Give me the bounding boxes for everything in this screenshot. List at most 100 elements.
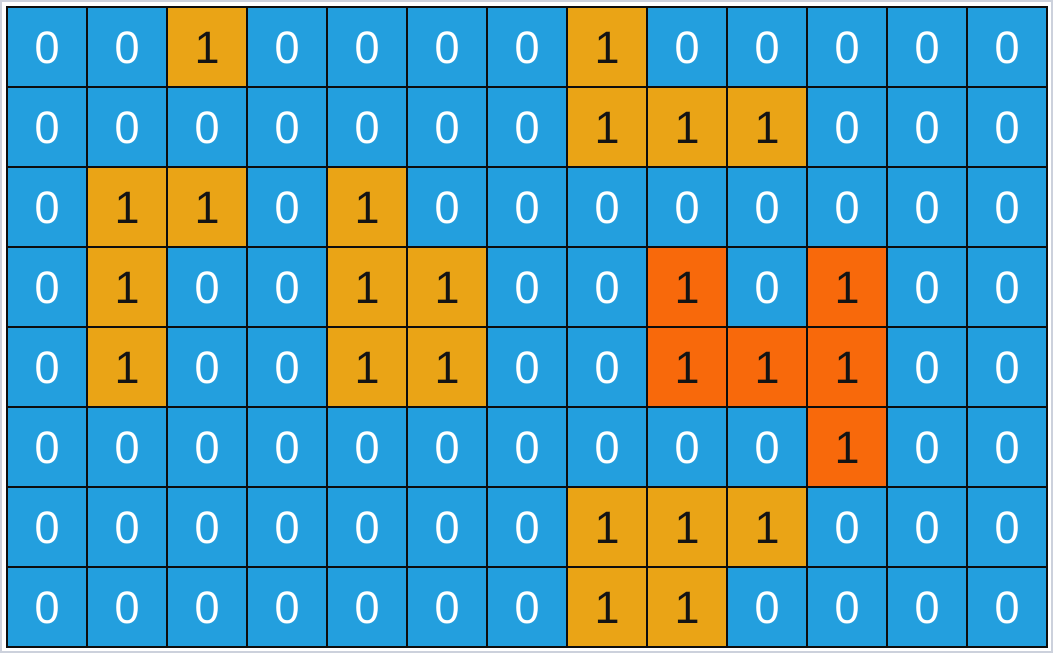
grid-cell-r7-c8: 1 — [568, 488, 646, 566]
grid-cell-r4-c9: 1 — [648, 248, 726, 326]
grid-cell-r7-c7: 0 — [488, 488, 566, 566]
grid-cell-r4-c1: 0 — [8, 248, 86, 326]
grid-cell-r7-c12: 0 — [888, 488, 966, 566]
grid-cell-r4-c2: 1 — [88, 248, 166, 326]
grid-cell-r2-c2: 0 — [88, 88, 166, 166]
grid-cell-r5-c3: 0 — [168, 328, 246, 406]
grid-cell-r8-c10: 0 — [728, 568, 806, 646]
grid-cell-r2-c13: 0 — [968, 88, 1046, 166]
grid-cell-r8-c3: 0 — [168, 568, 246, 646]
grid-cell-r3-c8: 0 — [568, 168, 646, 246]
grid-cell-r4-c4: 0 — [248, 248, 326, 326]
grid-cell-r4-c8: 0 — [568, 248, 646, 326]
grid-cell-r8-c9: 1 — [648, 568, 726, 646]
grid-cell-r7-c9: 1 — [648, 488, 726, 566]
grid-cell-r4-c11: 1 — [808, 248, 886, 326]
grid-cell-r1-c8: 1 — [568, 8, 646, 86]
grid-cell-r5-c9: 1 — [648, 328, 726, 406]
grid-cell-r5-c8: 0 — [568, 328, 646, 406]
grid-cell-r8-c2: 0 — [88, 568, 166, 646]
grid-cell-r7-c4: 0 — [248, 488, 326, 566]
grid-cell-r4-c5: 1 — [328, 248, 406, 326]
grid-cell-r3-c4: 0 — [248, 168, 326, 246]
grid-cell-r7-c13: 0 — [968, 488, 1046, 566]
grid-cell-r3-c3: 1 — [168, 168, 246, 246]
grid-cell-r2-c7: 0 — [488, 88, 566, 166]
grid-cell-r5-c1: 0 — [8, 328, 86, 406]
grid-cell-r2-c5: 0 — [328, 88, 406, 166]
grid-cell-r1-c7: 0 — [488, 8, 566, 86]
grid-cell-r1-c4: 0 — [248, 8, 326, 86]
grid-cell-r5-c5: 1 — [328, 328, 406, 406]
grid-cell-r1-c12: 0 — [888, 8, 966, 86]
grid-cell-r1-c6: 0 — [408, 8, 486, 86]
grid-cell-r6-c7: 0 — [488, 408, 566, 486]
grid-cell-r6-c2: 0 — [88, 408, 166, 486]
grid-cell-r6-c10: 0 — [728, 408, 806, 486]
grid-cell-r4-c7: 0 — [488, 248, 566, 326]
grid-cell-r5-c7: 0 — [488, 328, 566, 406]
grid-cell-r5-c12: 0 — [888, 328, 966, 406]
grid-cell-r3-c2: 1 — [88, 168, 166, 246]
grid-cell-r2-c1: 0 — [8, 88, 86, 166]
grid-cell-r1-c2: 0 — [88, 8, 166, 86]
grid-cell-r8-c7: 0 — [488, 568, 566, 646]
grid-cell-r2-c10: 1 — [728, 88, 806, 166]
grid-cell-r7-c10: 1 — [728, 488, 806, 566]
grid-cell-r1-c13: 0 — [968, 8, 1046, 86]
grid-cell-r6-c12: 0 — [888, 408, 966, 486]
grid-cell-r1-c11: 0 — [808, 8, 886, 86]
grid-cell-r2-c6: 0 — [408, 88, 486, 166]
grid-cell-r8-c5: 0 — [328, 568, 406, 646]
grid-cell-r7-c2: 0 — [88, 488, 166, 566]
grid-cell-r3-c5: 1 — [328, 168, 406, 246]
grid-cell-r4-c10: 0 — [728, 248, 806, 326]
grid-cell-r2-c9: 1 — [648, 88, 726, 166]
grid-cell-r6-c6: 0 — [408, 408, 486, 486]
grid-cell-r5-c11: 1 — [808, 328, 886, 406]
grid-cell-r6-c11: 1 — [808, 408, 886, 486]
grid-cell-r4-c3: 0 — [168, 248, 246, 326]
grid-cell-r2-c12: 0 — [888, 88, 966, 166]
grid-cell-r3-c1: 0 — [8, 168, 86, 246]
grid-cell-r8-c4: 0 — [248, 568, 326, 646]
grid-cell-r4-c12: 0 — [888, 248, 966, 326]
grid-cell-r5-c13: 0 — [968, 328, 1046, 406]
grid-cell-r3-c7: 0 — [488, 168, 566, 246]
grid-cell-r7-c1: 0 — [8, 488, 86, 566]
grid-cell-r1-c9: 0 — [648, 8, 726, 86]
grid-cell-r5-c4: 0 — [248, 328, 326, 406]
grid-cell-r7-c11: 0 — [808, 488, 886, 566]
grid-cell-r1-c10: 0 — [728, 8, 806, 86]
grid-cell-r3-c13: 0 — [968, 168, 1046, 246]
grid-cell-r1-c1: 0 — [8, 8, 86, 86]
grid-cell-r5-c6: 1 — [408, 328, 486, 406]
grid-cell-r2-c11: 0 — [808, 88, 886, 166]
grid-cell-r1-c5: 0 — [328, 8, 406, 86]
grid-cell-r2-c3: 0 — [168, 88, 246, 166]
grid-cell-r2-c4: 0 — [248, 88, 326, 166]
grid-cell-r1-c3: 1 — [168, 8, 246, 86]
grid-cell-r7-c3: 0 — [168, 488, 246, 566]
grid-cell-r6-c1: 0 — [8, 408, 86, 486]
grid-cell-r3-c11: 0 — [808, 168, 886, 246]
grid-cell-r3-c12: 0 — [888, 168, 966, 246]
grid-cell-r6-c9: 0 — [648, 408, 726, 486]
grid-cell-r8-c13: 0 — [968, 568, 1046, 646]
grid-cell-r6-c5: 0 — [328, 408, 406, 486]
grid-cell-r7-c5: 0 — [328, 488, 406, 566]
grid-cell-r4-c13: 0 — [968, 248, 1046, 326]
grid-cell-r3-c10: 0 — [728, 168, 806, 246]
grid-cell-r8-c11: 0 — [808, 568, 886, 646]
grid-cell-r5-c2: 1 — [88, 328, 166, 406]
grid-cell-r5-c10: 1 — [728, 328, 806, 406]
grid-cell-r8-c1: 0 — [8, 568, 86, 646]
grid-cell-r6-c3: 0 — [168, 408, 246, 486]
grid-cell-r8-c6: 0 — [408, 568, 486, 646]
grid-cell-r6-c4: 0 — [248, 408, 326, 486]
grid-cell-r8-c8: 1 — [568, 568, 646, 646]
grid-cell-r7-c6: 0 — [408, 488, 486, 566]
grid-cell-r3-c6: 0 — [408, 168, 486, 246]
